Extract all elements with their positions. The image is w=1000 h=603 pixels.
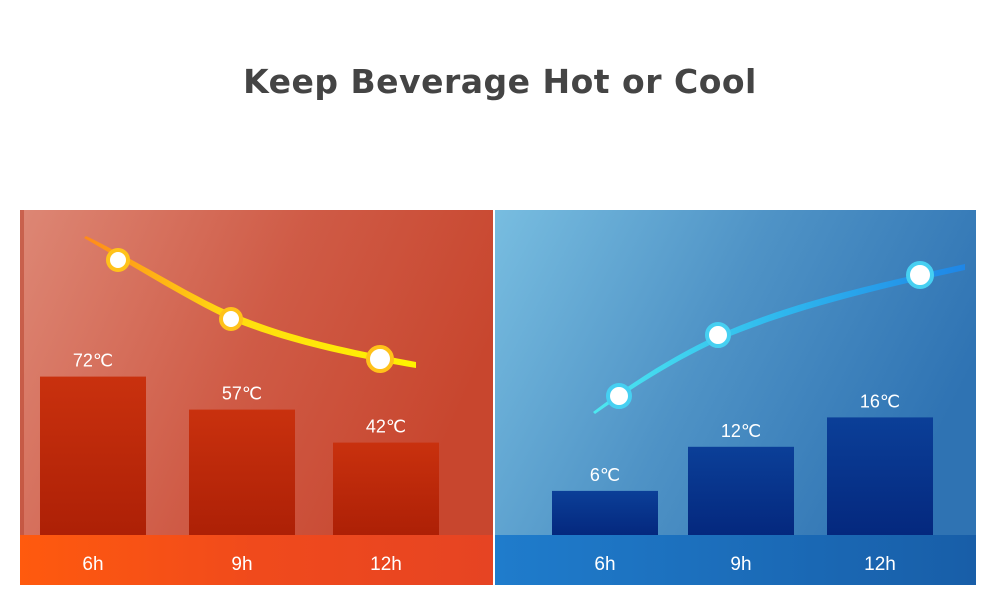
cold-bar-12h — [827, 417, 933, 535]
cold-bar-9h — [688, 446, 794, 535]
cold-tick-label-9h: 9h — [730, 554, 751, 575]
hot-trend-point-1 — [106, 248, 130, 272]
cold-value-label-12h: 16℃ — [860, 391, 900, 411]
hot-tick-label-9h: 9h — [231, 554, 252, 575]
cold-bar-6h — [552, 490, 658, 535]
cold-value-label-9h: 12℃ — [721, 421, 761, 441]
hot-temperature-panel: 72℃ 57℃ 42℃ 6h 9h 12h — [20, 210, 493, 585]
hot-bar-6h — [40, 376, 146, 535]
cold-trend-point-3 — [906, 261, 934, 289]
cold-temperature-panel: 6℃ 12℃ 16℃ 6h 9h 12h — [495, 210, 976, 585]
page-title: Keep Beverage Hot or Cool — [243, 62, 757, 101]
cold-x-axis-band — [495, 535, 976, 585]
cold-temperature-chart: 6℃ 12℃ 16℃ 6h 9h 12h — [495, 210, 976, 585]
hot-x-axis-band — [20, 535, 493, 585]
cold-trend-point-2 — [705, 322, 731, 348]
hot-trend-point-2 — [219, 307, 243, 331]
hot-value-label-12h: 42℃ — [366, 417, 406, 437]
hot-value-label-6h: 72℃ — [73, 351, 113, 371]
cold-tick-label-6h: 6h — [594, 554, 615, 575]
hot-trend-point-3 — [366, 345, 394, 373]
cold-tick-label-12h: 12h — [864, 554, 896, 575]
cold-trend-point-1 — [606, 383, 632, 409]
hot-value-label-9h: 57℃ — [222, 384, 262, 404]
cold-value-label-6h: 6℃ — [590, 465, 620, 485]
hot-bar-9h — [189, 409, 295, 535]
hot-tick-label-12h: 12h — [370, 554, 402, 575]
hot-tick-label-6h: 6h — [82, 554, 103, 575]
hot-bar-12h — [333, 442, 439, 535]
hot-temperature-chart: 72℃ 57℃ 42℃ 6h 9h 12h — [20, 210, 493, 585]
